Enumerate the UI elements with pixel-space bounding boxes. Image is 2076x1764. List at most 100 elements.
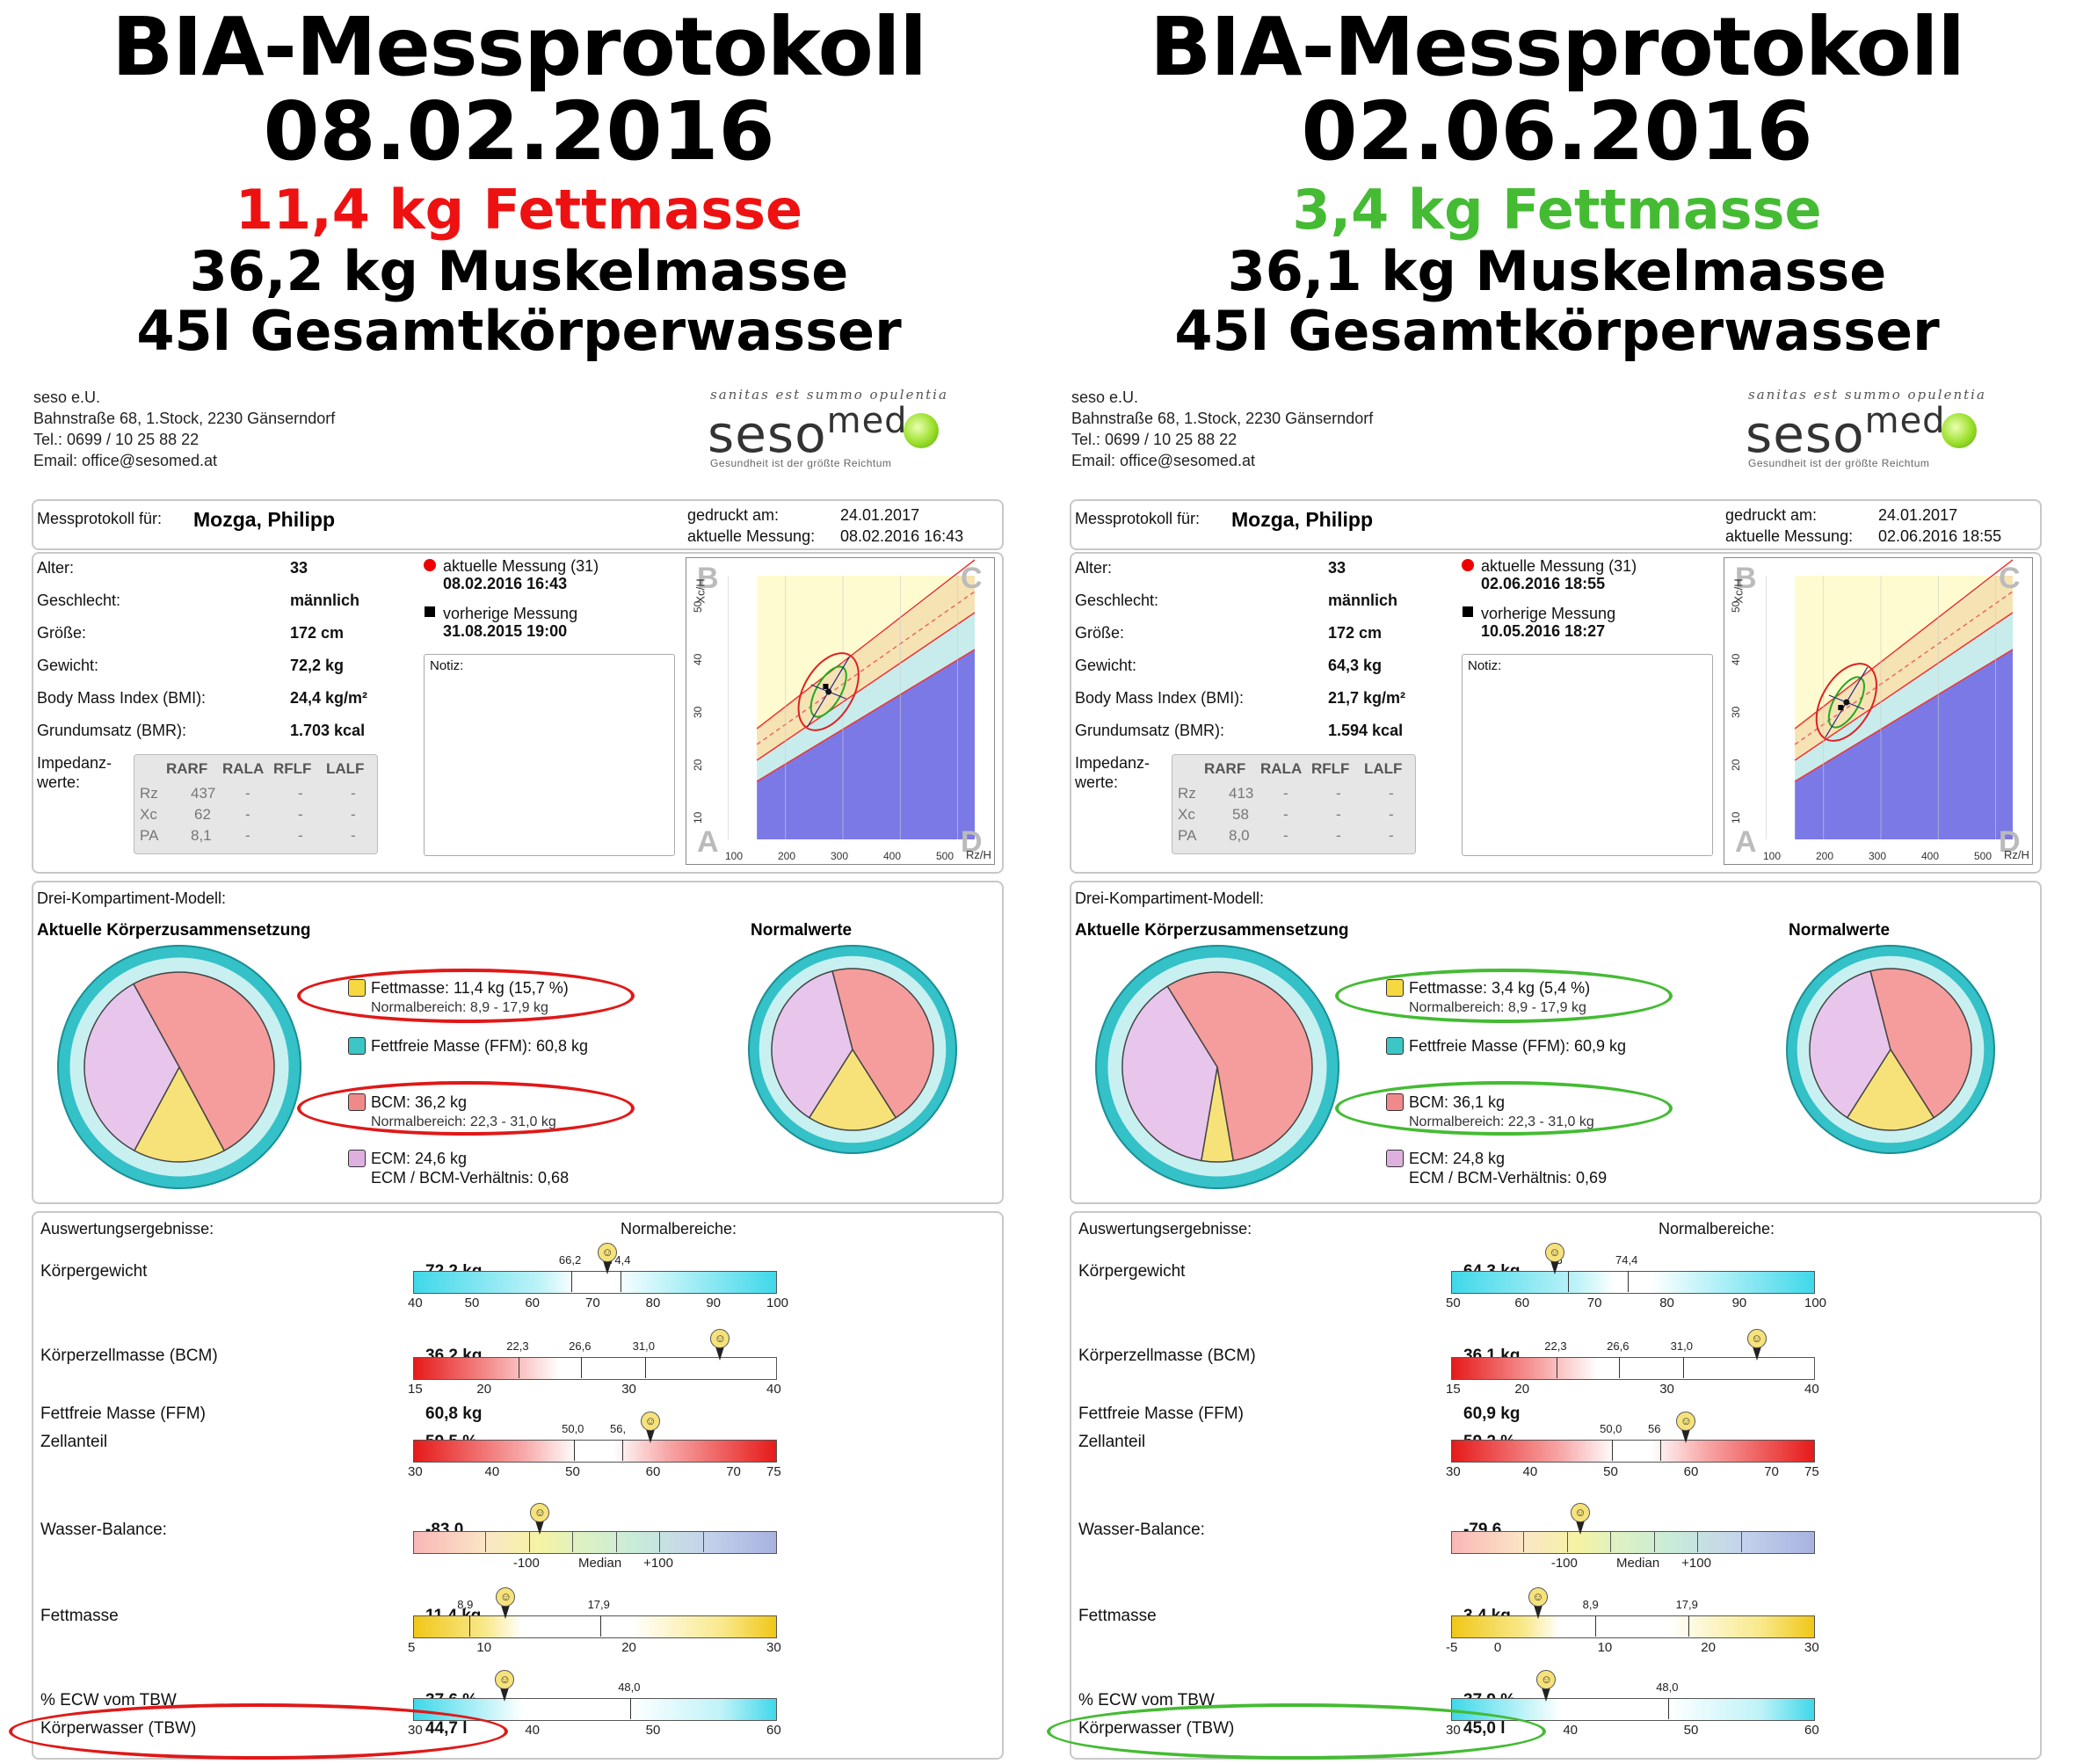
graph-y-tick: 30 — [1730, 706, 1742, 718]
graph-corner-a: A — [1735, 825, 1757, 859]
range-marker-pin — [501, 1605, 511, 1619]
range-bar-fat — [413, 1615, 777, 1638]
imp-cell: - — [351, 827, 356, 844]
imp-col-lalf: LALF — [326, 760, 365, 777]
impedance-label: Impedanz- — [37, 754, 113, 772]
range-divider — [1566, 1531, 1568, 1552]
range-limit-line — [574, 1440, 576, 1461]
muscle-mass-headline: 36,1 kg Muskelmasse — [1227, 239, 1887, 303]
range-divider — [485, 1531, 487, 1552]
fat-highlight-ellipse — [297, 969, 635, 1023]
range-bar-ffm — [1451, 1440, 1815, 1463]
imp-cell: - — [1389, 827, 1394, 844]
result-label-ecw: % ECW vom TBW — [40, 1691, 177, 1710]
notes-label: Notiz: — [430, 658, 464, 673]
tbw-highlight-ellipse — [1047, 1703, 1546, 1760]
company-address: seso e.U. Bahnstraße 68, 1.Stock, 2230 G… — [1071, 387, 1373, 471]
logo-tagline: Gesundheit ist der größte Reichtum — [710, 457, 892, 469]
range-limit-label: 8,9 — [457, 1598, 474, 1611]
impedance-label: Impedanz- — [1075, 754, 1151, 772]
graph-y-tick: 40 — [1730, 653, 1742, 665]
current-measurement-dot-icon — [1462, 559, 1474, 571]
sex-label: Geschlecht: — [37, 592, 121, 609]
range-tick-label: 70 — [1586, 1296, 1602, 1310]
graph-y-tick: 10 — [1730, 811, 1742, 824]
current-measurement-dot-icon — [424, 559, 436, 571]
range-tick-label: 60 — [525, 1296, 541, 1310]
imp-cell: - — [1389, 785, 1394, 802]
smiley-icon: ☺ — [496, 1587, 516, 1607]
imp-row-rz: Rz — [140, 785, 158, 802]
range-tick-label: 40 — [1563, 1723, 1579, 1738]
smiley-icon: ☺ — [495, 1670, 515, 1689]
panel-left: BIA-Messprotokoll 08.02.2016 11,4 kg Fet… — [9, 7, 1015, 1760]
patient-name: Mozga, Philipp — [1231, 508, 1373, 531]
weight-value: 64,3 kg — [1328, 657, 1383, 674]
legend-ecm-ratio: ECM / BCM-Verhältnis: 0,69 — [1409, 1169, 1608, 1187]
report-title: BIA-Messprotokoll — [1150, 0, 1965, 94]
range-limit-line — [630, 1698, 632, 1719]
notes-field[interactable]: Notiz: — [424, 654, 675, 856]
range-limit-line — [1668, 1698, 1670, 1719]
range-limit-line — [469, 1615, 471, 1637]
range-tick-label: 50 — [1603, 1464, 1618, 1479]
graph-blue-zone — [757, 650, 975, 839]
legend-ffm: Fettfreie Masse (FFM): 60,9 kg — [1409, 1037, 1627, 1055]
range-tick-label: 30 — [1659, 1382, 1674, 1397]
range-tick-label: 50 — [1683, 1723, 1699, 1738]
normal-ranges-label: Normalbereiche: — [1659, 1220, 1775, 1238]
range-tick-label: 100 — [766, 1296, 789, 1310]
result-label-fat: Fettmasse — [40, 1607, 119, 1625]
range-tick-label: -100 — [512, 1556, 540, 1571]
range-limit-label: 48,0 — [1656, 1681, 1679, 1694]
range-tick-label: 40 — [766, 1382, 781, 1397]
previous-measurement-square-icon — [425, 606, 435, 617]
graph-y-tick: 50 — [1730, 600, 1742, 613]
range-bar-bcm — [413, 1357, 777, 1380]
composition-box: Drei-Kompartiment-Modell: Aktuelle Körpe… — [1070, 881, 2042, 1204]
graph-tolerance-line — [1794, 591, 2014, 745]
bmr-value: 1.594 kcal — [1328, 722, 1404, 739]
patient-name: Mozga, Philipp — [193, 508, 335, 531]
logo-ball-icon — [1942, 413, 1977, 448]
result-label-water-balance: Wasser-Balance: — [1078, 1521, 1205, 1539]
notes-field[interactable]: Notiz: — [1462, 654, 1713, 856]
graph-tolerance-line — [756, 612, 976, 761]
result-label-water-balance: Wasser-Balance: — [40, 1521, 167, 1539]
range-marker-pin — [1752, 1347, 1761, 1361]
range-tick-label: 40 — [484, 1464, 500, 1479]
company-email: Email: office@sesomed.at — [33, 452, 218, 469]
bcm-slice — [1166, 971, 1313, 1162]
smiley-icon: ☺ — [1528, 1587, 1548, 1607]
range-tick-label: 80 — [1659, 1296, 1674, 1310]
imp-cell: - — [1336, 806, 1341, 823]
range-limit-line — [1688, 1615, 1689, 1637]
bcm-slice — [132, 971, 275, 1152]
imp-row-xc: Xc — [140, 806, 157, 823]
graph-corner-c: C — [1999, 562, 2021, 595]
fat-slice — [808, 1048, 897, 1131]
graph-tolerance-line — [756, 591, 976, 745]
graph-y-axis-label: Xc/H — [1731, 578, 1746, 604]
current-composition-pie — [1095, 945, 1339, 1189]
range-marker-pin — [1542, 1688, 1551, 1702]
current-measurement-value: 08.02.2016 16:43 — [840, 527, 964, 545]
protocol-label: Messprotokoll für: — [1075, 510, 1201, 527]
imp-xc-value: 62 — [194, 806, 211, 823]
imp-cell: - — [351, 785, 356, 802]
logo-tagline: Gesundheit ist der größte Reichtum — [1748, 457, 1930, 469]
range-limit-line — [1619, 1357, 1621, 1378]
range-tick-label: 30 — [1446, 1464, 1461, 1479]
range-divider — [1740, 1531, 1742, 1552]
height-value: 172 cm — [1328, 624, 1383, 642]
imp-row-rz: Rz — [1178, 785, 1196, 802]
muscle-mass-headline: 36,2 kg Muskelmasse — [189, 239, 849, 303]
smiley-icon: ☺ — [710, 1329, 730, 1348]
graph-corner-b: B — [1735, 562, 1757, 595]
range-tick-label: 5 — [408, 1640, 416, 1655]
range-tick-label: 50 — [565, 1464, 580, 1479]
range-limit-label: 26,6 — [1607, 1339, 1630, 1353]
company-street: Bahnstraße 68, 1.Stock, 2230 Gänserndorf — [33, 410, 336, 427]
range-limit-line — [1628, 1271, 1630, 1292]
range-tick-label: 40 — [1804, 1382, 1819, 1397]
